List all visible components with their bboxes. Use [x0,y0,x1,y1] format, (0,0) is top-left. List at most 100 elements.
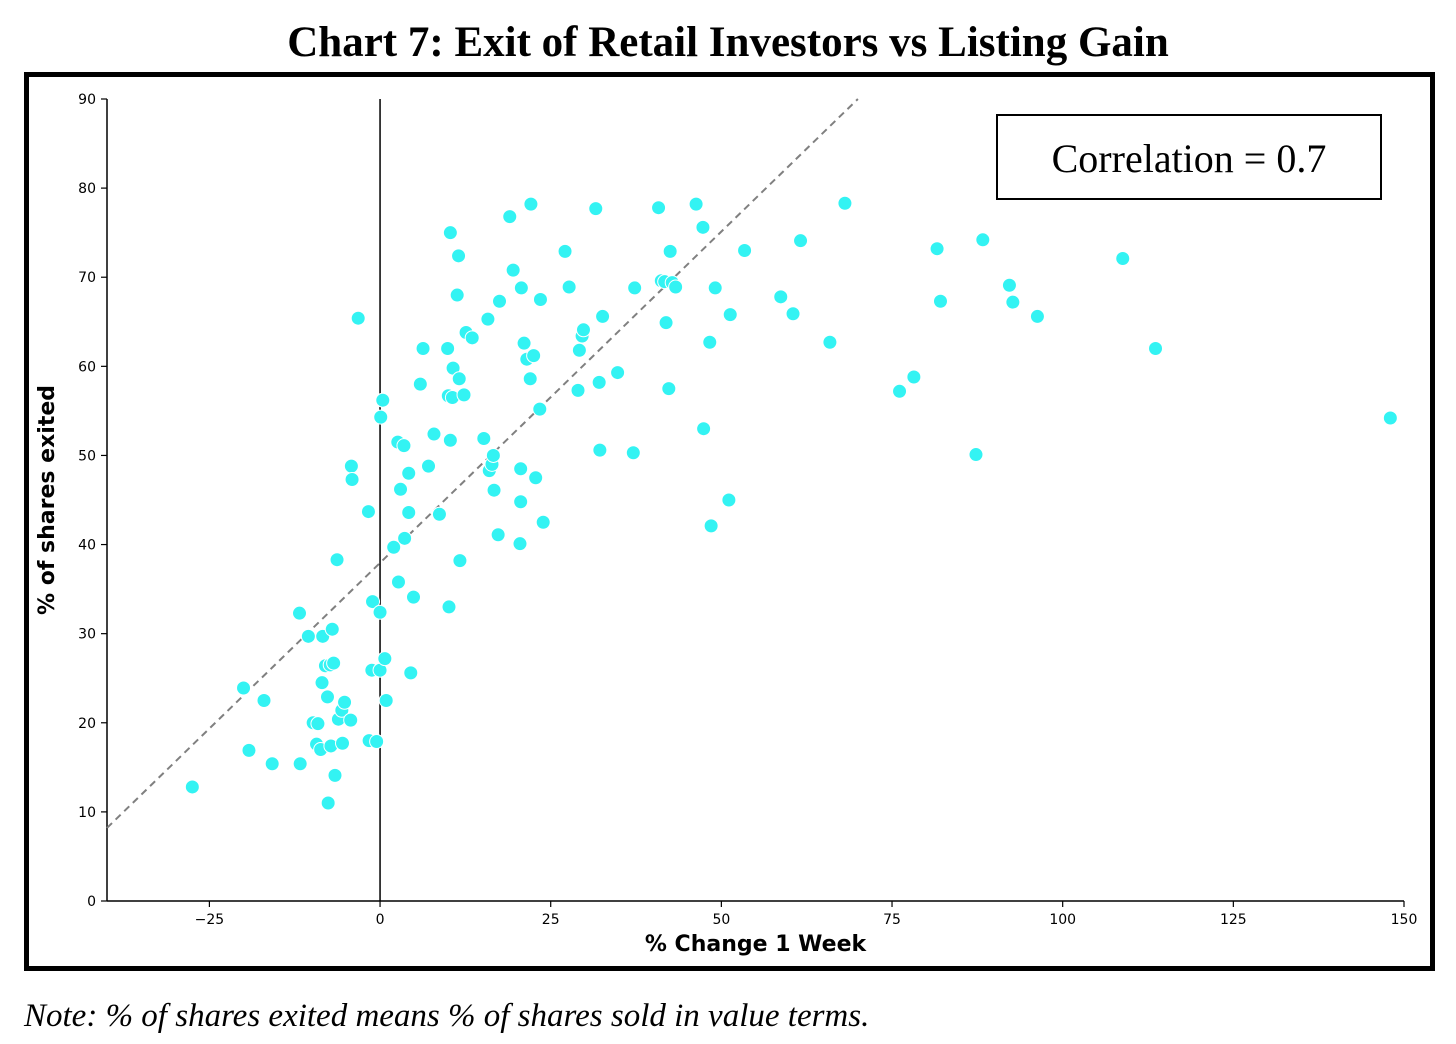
data-point [492,293,508,309]
data-point [932,293,948,309]
data-point [464,330,480,346]
data-point [516,335,532,351]
data-point [703,518,719,534]
correlation-annotation-group: Correlation = 0.7 [996,114,1382,200]
data-point [372,604,388,620]
data-point [327,767,343,783]
data-point [431,506,447,522]
data-point [696,421,712,437]
data-point [490,527,506,543]
data-point [415,341,431,357]
data-point [343,712,359,728]
data-point [502,209,518,225]
data-point [721,492,737,508]
data-point [329,552,345,568]
data-point [310,716,326,732]
data-point [365,594,381,610]
data-point [662,243,678,259]
data-point [668,279,684,295]
data-point [451,248,467,264]
data-point [403,665,419,681]
data-point [591,374,607,390]
data-point [476,431,492,447]
data-point [737,242,753,258]
data-point [968,447,984,463]
data-point [929,241,945,257]
data-point [324,621,340,637]
data-point [369,733,385,749]
trendline-group [106,98,859,829]
data-point [513,494,529,510]
axis-labels: % Change 1 Week % of shares exited [35,385,867,957]
data-point [592,442,608,458]
data-point [441,599,457,615]
data-point [184,779,200,795]
data-point [1115,251,1131,267]
data-point [1029,308,1045,324]
y-tick-label: 10 [78,805,96,821]
data-point [320,795,336,811]
y-tick-label: 0 [87,894,96,910]
data-point [793,233,809,249]
data-point [373,409,389,425]
data-point [360,504,376,520]
data-point [236,680,252,696]
data-point [505,262,521,278]
data-point [378,693,394,708]
data-point [627,280,643,296]
data-point [557,243,573,259]
footnote: Note: % of shares exited means % of shar… [24,998,870,1034]
data-point [319,689,335,705]
data-point [822,334,838,350]
data-point [512,536,528,552]
data-point [513,461,529,477]
x-tick-label: 100 [1049,912,1076,928]
data-point [651,200,667,216]
data-point [343,458,359,474]
data-point [350,310,366,326]
data-point [658,315,674,331]
x-tick-label: 25 [542,912,560,928]
data-point [588,201,604,217]
x-tick-label: 0 [376,912,385,928]
data-point [1148,341,1164,357]
data-point [451,371,467,387]
data-point [396,438,412,454]
data-point [344,472,360,488]
data-point [785,306,801,322]
data-point [314,675,330,691]
chart-title: Chart 7: Exit of Retail Investors vs Lis… [287,19,1169,66]
data-point [442,225,458,241]
trendline [106,98,859,829]
data-point [241,742,257,758]
data-point [702,334,718,350]
data-point [595,308,611,324]
data-point [426,426,442,442]
scatter-plot: −25 0 25 50 75 100 125 150 0 10 20 30 40 50 60 70 80 90 %… [35,92,1417,957]
data-point [397,530,413,546]
data-point [292,756,308,772]
data-point [406,589,422,605]
y-tick-label: 50 [78,448,96,464]
y-tick-label: 90 [78,92,96,108]
data-point [386,539,402,555]
correlation-box [996,114,1382,200]
data-point [610,365,626,381]
data-point [452,553,468,569]
x-tick-label: −25 [195,912,225,928]
data-point [837,195,853,211]
data-point [412,376,428,392]
data-point [1001,277,1017,293]
data-point [440,341,456,357]
data-point [526,348,542,364]
data-point [528,470,544,486]
tick-labels: −25 0 25 50 75 100 125 150 0 10 20 30 40 50 60 70 80 90 [78,92,1417,928]
data-point [292,605,308,621]
data-point [377,651,393,667]
data-point [722,307,738,323]
data-point [773,289,789,305]
y-tick-label: 70 [78,270,96,286]
x-tick-label: 75 [883,912,901,928]
x-axis-label: % Change 1 Week [645,932,868,957]
data-point [390,574,406,590]
